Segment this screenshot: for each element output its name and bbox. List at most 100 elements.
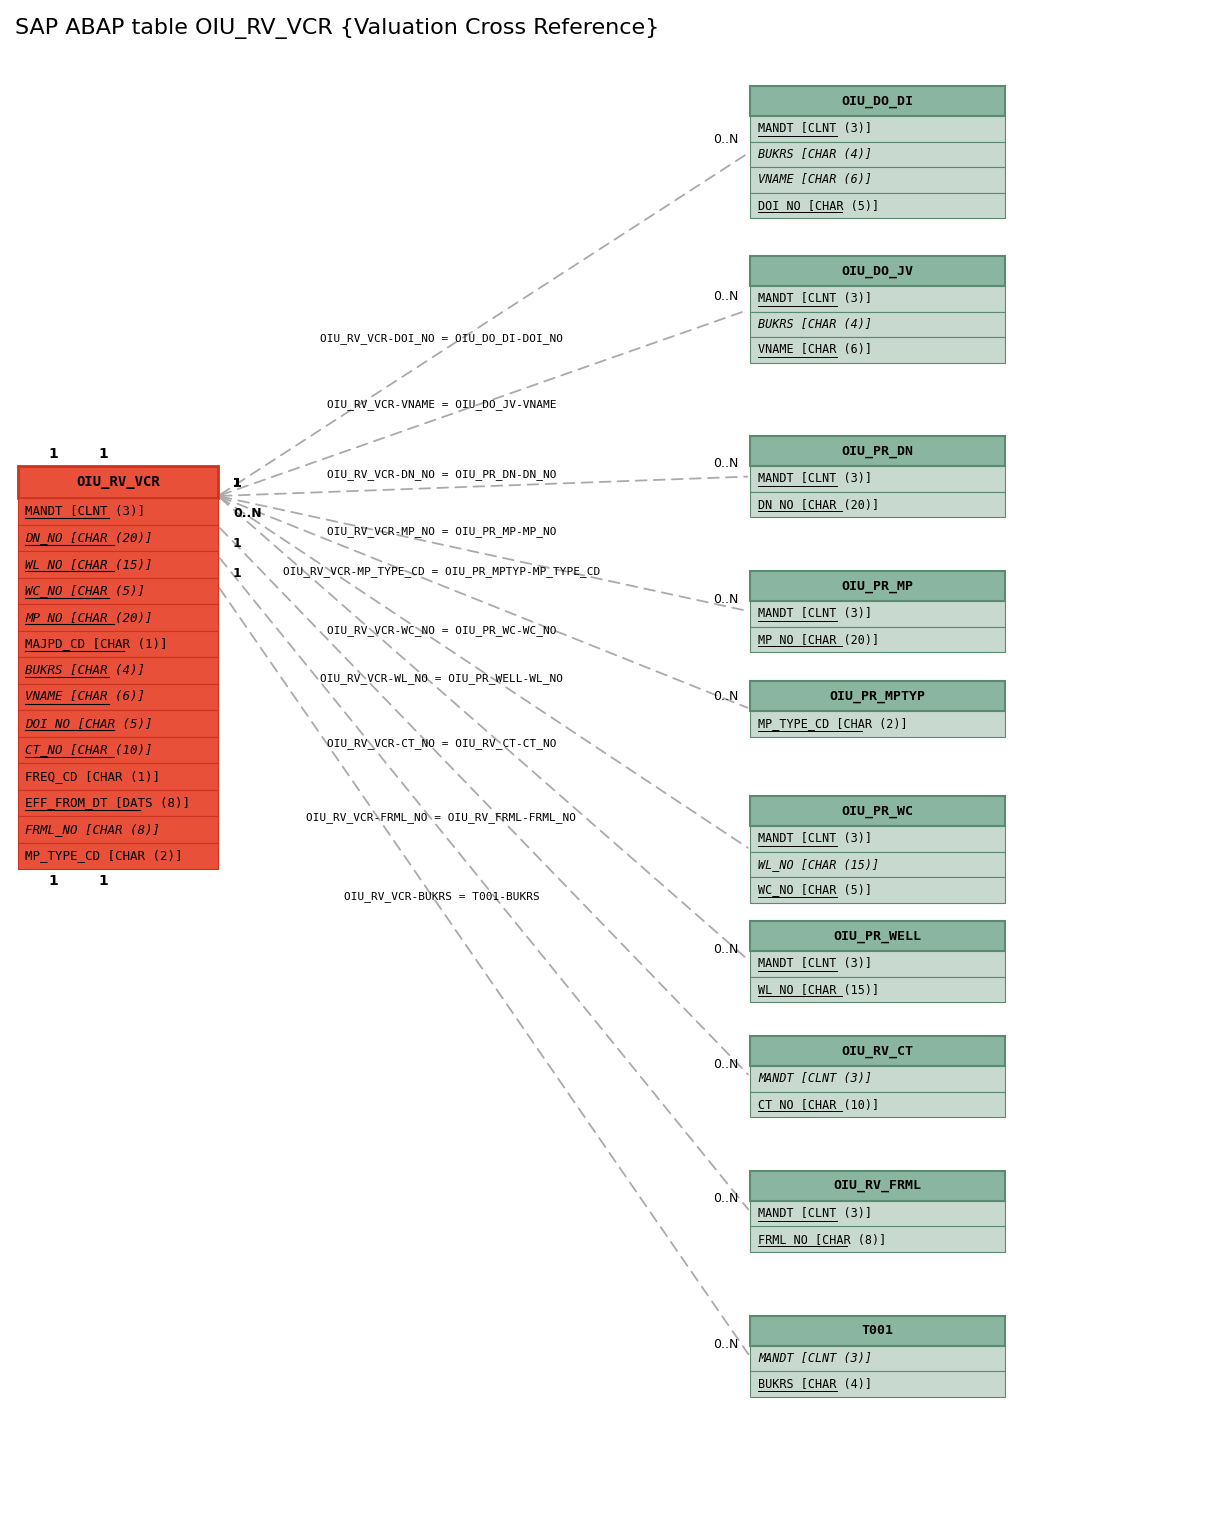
Text: FREQ_CD [CHAR (1)]: FREQ_CD [CHAR (1)] [24, 770, 160, 782]
Bar [18, 816, 218, 843]
Text: OIU_RV_VCR-FRML_NO = OIU_RV_FRML-FRML_NO: OIU_RV_VCR-FRML_NO = OIU_RV_FRML-FRML_NO [307, 813, 576, 823]
Text: OIU_RV_VCR-MP_TYPE_CD = OIU_PR_MPTYP-MP_TYPE_CD: OIU_RV_VCR-MP_TYPE_CD = OIU_PR_MPTYP-MP_… [283, 567, 600, 578]
Text: 1: 1 [234, 478, 242, 490]
Bar [18, 843, 218, 869]
Text: OIU_PR_WELL: OIU_PR_WELL [834, 929, 921, 943]
Bar [750, 976, 1005, 1002]
Text: MANDT [CLNT (3)]: MANDT [CLNT (3)] [758, 1352, 872, 1366]
Bar [18, 684, 218, 709]
Text: OIU_RV_VCR-MP_NO = OIU_PR_MP-MP_NO: OIU_RV_VCR-MP_NO = OIU_PR_MP-MP_NO [327, 526, 556, 537]
Bar [750, 337, 1005, 362]
Text: 0..N: 0..N [713, 593, 737, 605]
Text: OIU_RV_CT: OIU_RV_CT [841, 1045, 914, 1058]
Text: OIU_PR_WC: OIU_PR_WC [841, 805, 914, 817]
Bar [18, 709, 218, 737]
Text: 0..N: 0..N [713, 943, 737, 955]
Text: 1: 1 [234, 478, 242, 490]
Text: VNAME [CHAR (6)]: VNAME [CHAR (6)] [758, 173, 872, 186]
Text: MANDT [CLNT (3)]: MANDT [CLNT (3)] [758, 473, 872, 485]
Text: OIU_RV_VCR-WL_NO = OIU_PR_WELL-WL_NO: OIU_RV_VCR-WL_NO = OIU_PR_WELL-WL_NO [320, 673, 563, 684]
Text: 0..N: 0..N [713, 290, 737, 303]
Bar [750, 876, 1005, 902]
Bar [18, 656, 218, 684]
Bar [18, 790, 218, 816]
Bar [750, 796, 1005, 826]
Text: OIU_RV_VCR-DN_NO = OIU_PR_DN-DN_NO: OIU_RV_VCR-DN_NO = OIU_PR_DN-DN_NO [327, 468, 556, 479]
Text: WC_NO [CHAR (5)]: WC_NO [CHAR (5)] [24, 584, 146, 597]
Bar [750, 437, 1005, 465]
Bar [750, 167, 1005, 193]
Text: CT_NO [CHAR (10)]: CT_NO [CHAR (10)] [24, 743, 153, 756]
Text: OIU_RV_VCR-DOI_NO = OIU_DO_DI-DOI_NO: OIU_RV_VCR-DOI_NO = OIU_DO_DI-DOI_NO [320, 332, 563, 344]
Text: OIU_RV_VCR: OIU_RV_VCR [76, 475, 160, 490]
Text: MP_TYPE_CD [CHAR (2)]: MP_TYPE_CD [CHAR (2)] [24, 849, 182, 863]
Text: WL_NO [CHAR (15)]: WL_NO [CHAR (15)] [758, 858, 879, 870]
Text: BUKRS [CHAR (4)]: BUKRS [CHAR (4)] [758, 318, 872, 330]
Bar [750, 1066, 1005, 1092]
Bar [750, 1226, 1005, 1252]
Text: 1: 1 [48, 447, 57, 461]
Text: FRML_NO [CHAR (8)]: FRML_NO [CHAR (8)] [24, 823, 160, 835]
Text: MANDT [CLNT (3)]: MANDT [CLNT (3)] [758, 1072, 872, 1085]
Text: DN_NO [CHAR (20)]: DN_NO [CHAR (20)] [758, 497, 879, 511]
Bar [18, 763, 218, 790]
Text: 0..N: 0..N [713, 1193, 737, 1205]
Text: 1: 1 [48, 875, 57, 888]
Text: WL_NO [CHAR (15)]: WL_NO [CHAR (15)] [758, 982, 879, 996]
Bar [750, 572, 1005, 600]
Text: WL_NO [CHAR (15)]: WL_NO [CHAR (15)] [24, 558, 153, 570]
Bar [750, 117, 1005, 141]
Text: OIU_PR_MPTYP: OIU_PR_MPTYP [829, 690, 926, 702]
Bar [18, 497, 218, 525]
Bar [750, 193, 1005, 218]
Bar [750, 922, 1005, 951]
Text: OIU_DO_JV: OIU_DO_JV [841, 264, 914, 277]
Text: 0..N: 0..N [713, 133, 737, 146]
Text: MP_NO [CHAR (20)]: MP_NO [CHAR (20)] [758, 632, 879, 646]
Bar [750, 1372, 1005, 1398]
Bar [18, 465, 218, 497]
Text: MANDT [CLNT (3)]: MANDT [CLNT (3)] [758, 293, 872, 305]
Text: 1: 1 [234, 478, 242, 490]
Text: T001: T001 [861, 1325, 894, 1337]
Text: OIU_RV_VCR-WC_NO = OIU_PR_WC-WC_NO: OIU_RV_VCR-WC_NO = OIU_PR_WC-WC_NO [327, 626, 556, 637]
Bar [750, 600, 1005, 626]
Bar [750, 1316, 1005, 1346]
Text: MAJPD_CD [CHAR (1)]: MAJPD_CD [CHAR (1)] [24, 637, 168, 650]
Text: 1: 1 [234, 567, 242, 581]
Bar [750, 852, 1005, 876]
Text: MANDT [CLNT (3)]: MANDT [CLNT (3)] [24, 505, 146, 518]
Bar [750, 626, 1005, 652]
Bar [18, 737, 218, 763]
Bar [750, 1092, 1005, 1117]
Text: 1: 1 [234, 478, 242, 490]
Bar [750, 311, 1005, 337]
Bar [18, 550, 218, 578]
Text: EFF_FROM_DT [DATS (8)]: EFF_FROM_DT [DATS (8)] [24, 796, 190, 810]
Text: MP_TYPE_CD [CHAR (2)]: MP_TYPE_CD [CHAR (2)] [758, 717, 907, 731]
Bar [750, 1346, 1005, 1372]
Text: DN_NO [CHAR (20)]: DN_NO [CHAR (20)] [24, 531, 153, 544]
Text: SAP ABAP table OIU_RV_VCR {Valuation Cross Reference}: SAP ABAP table OIU_RV_VCR {Valuation Cro… [15, 18, 659, 39]
Text: 1: 1 [234, 537, 242, 550]
Bar [750, 1170, 1005, 1201]
Text: OIU_DO_DI: OIU_DO_DI [841, 94, 914, 108]
Text: MANDT [CLNT (3)]: MANDT [CLNT (3)] [758, 957, 872, 970]
Bar [750, 287, 1005, 311]
Text: OIU_RV_VCR-CT_NO = OIU_RV_CT-CT_NO: OIU_RV_VCR-CT_NO = OIU_RV_CT-CT_NO [327, 738, 556, 749]
Text: OIU_PR_DN: OIU_PR_DN [841, 444, 914, 458]
Text: 1: 1 [234, 478, 242, 490]
Text: DOI_NO [CHAR (5)]: DOI_NO [CHAR (5)] [758, 199, 879, 212]
Text: WC_NO [CHAR (5)]: WC_NO [CHAR (5)] [758, 884, 872, 896]
Text: OIU_RV_FRML: OIU_RV_FRML [834, 1179, 921, 1193]
Bar [18, 578, 218, 603]
Text: 0..N: 0..N [713, 1058, 737, 1070]
Text: OIU_RV_VCR-VNAME = OIU_DO_JV-VNAME: OIU_RV_VCR-VNAME = OIU_DO_JV-VNAME [327, 399, 556, 409]
Bar [750, 86, 1005, 117]
Bar [18, 631, 218, 656]
Bar [750, 711, 1005, 737]
Text: 0..N: 0..N [713, 1337, 737, 1351]
Text: VNAME [CHAR (6)]: VNAME [CHAR (6)] [758, 343, 872, 356]
Bar [750, 465, 1005, 491]
Text: VNAME [CHAR (6)]: VNAME [CHAR (6)] [24, 690, 146, 703]
